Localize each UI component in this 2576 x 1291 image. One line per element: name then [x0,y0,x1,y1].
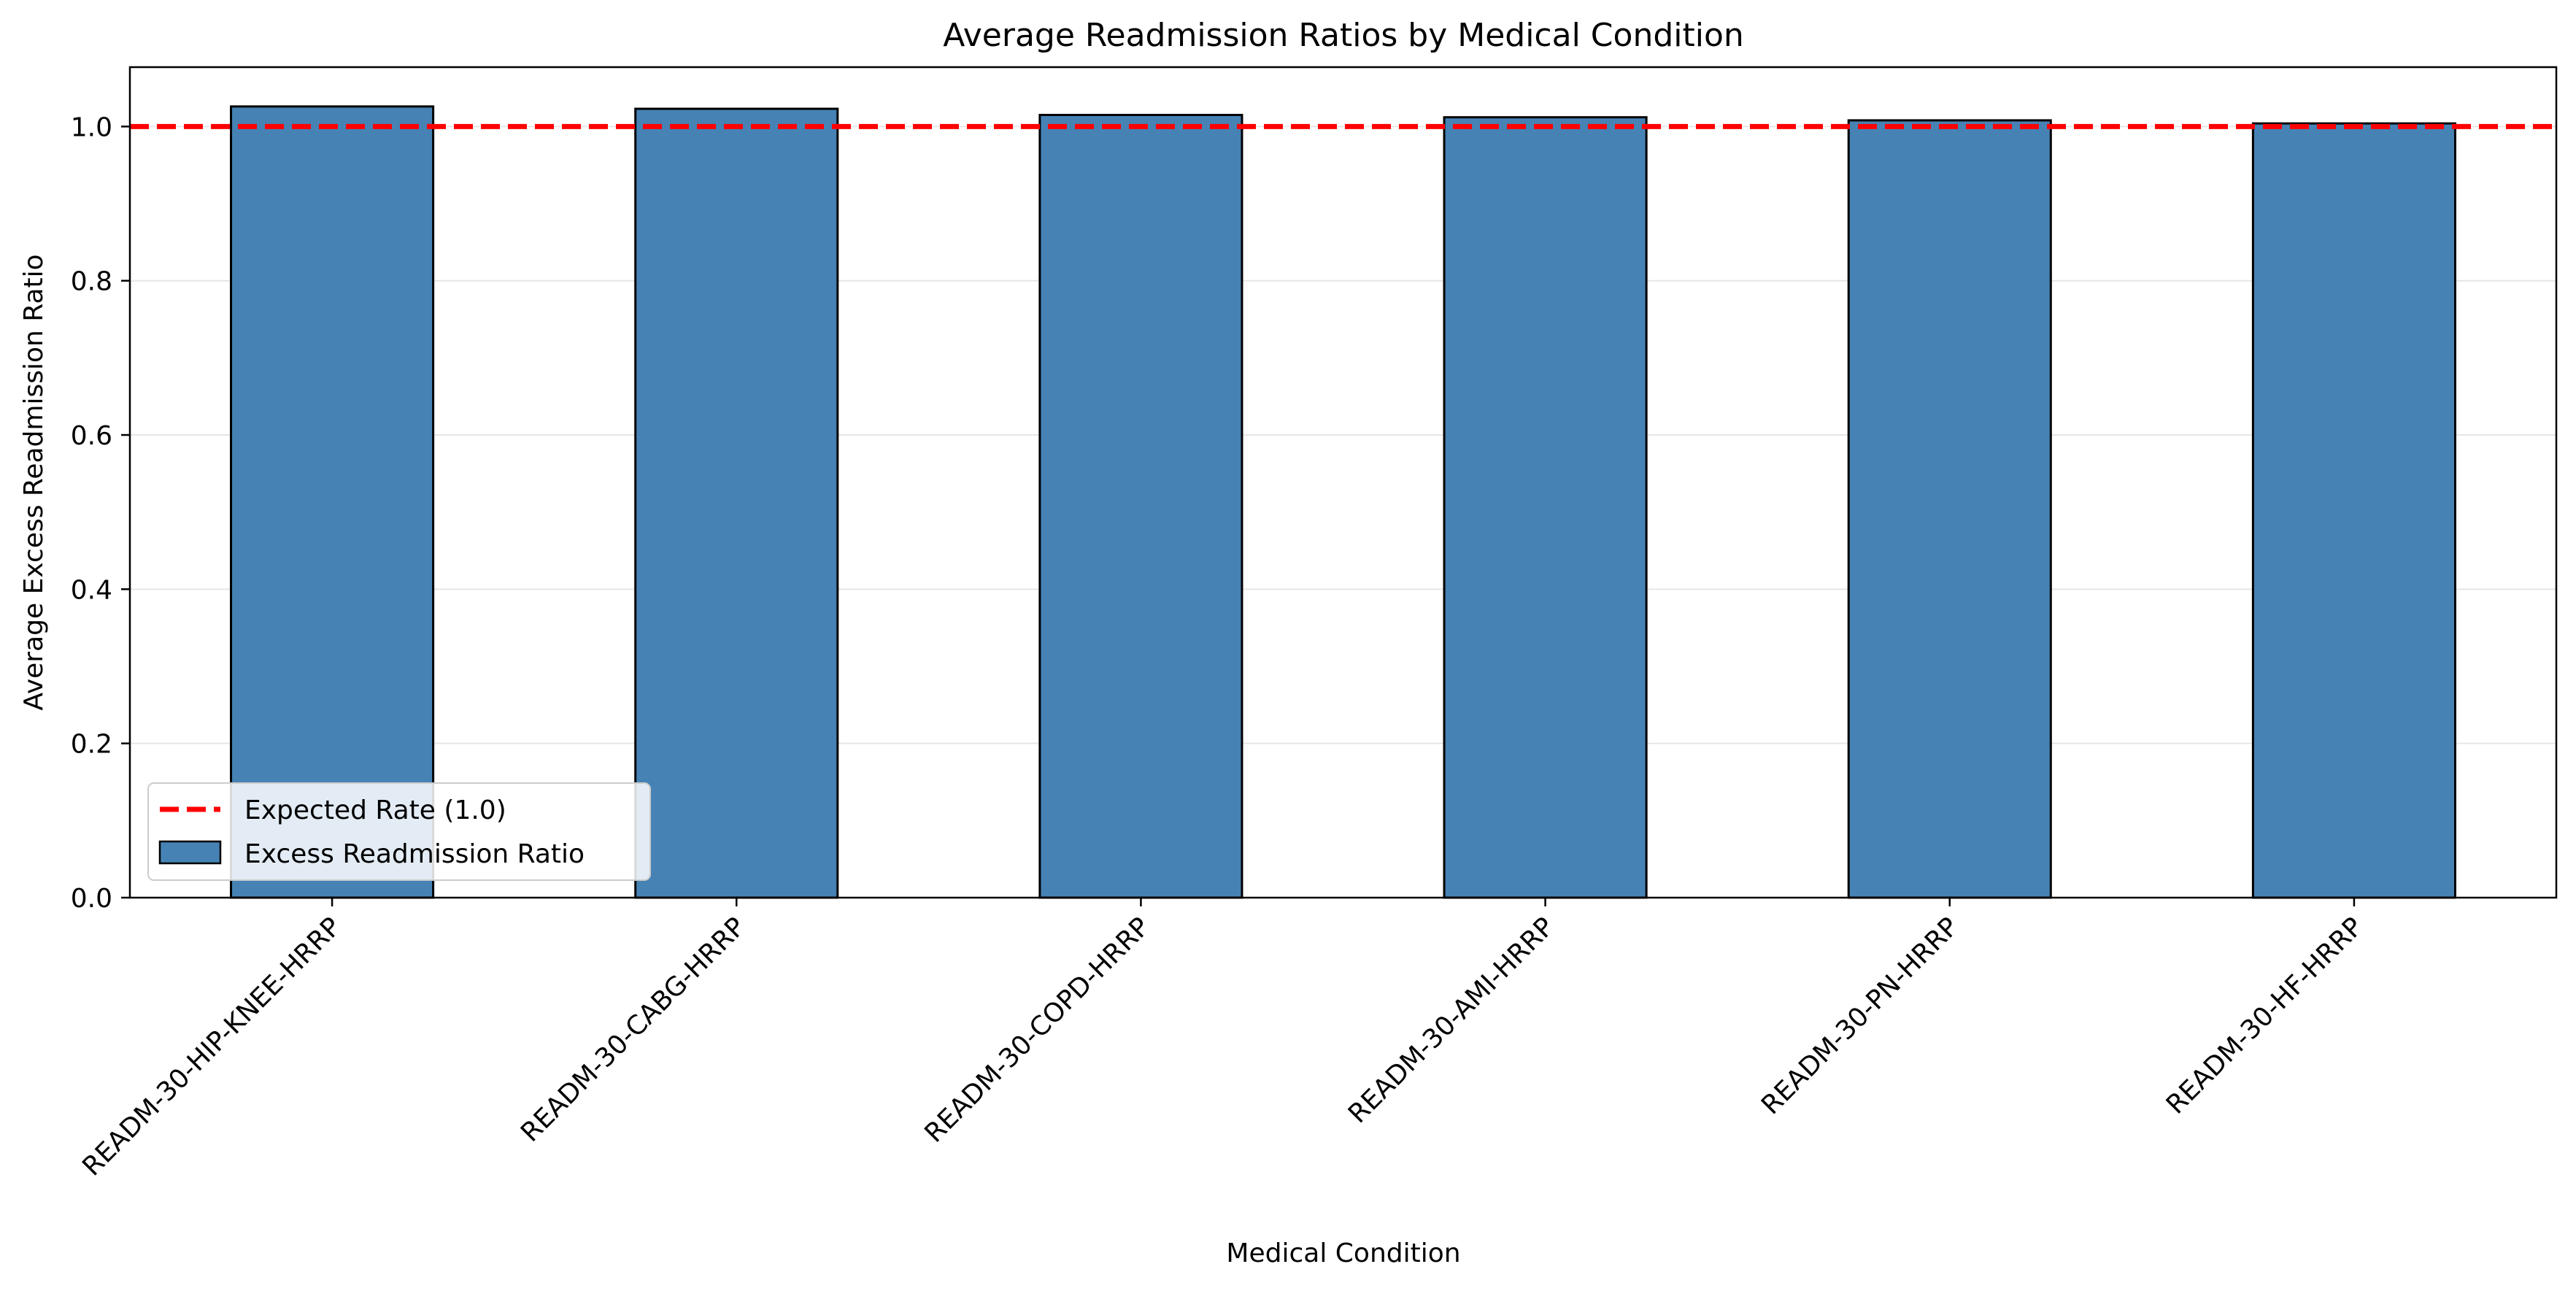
y-tick-label: 1.0 [71,112,112,142]
x-axis-label: Medical Condition [1226,1238,1460,1268]
legend: Expected Rate (1.0) Excess Readmission R… [147,782,651,881]
chart-title: Average Readmission Ratios by Medical Co… [943,17,1744,54]
bar-readm-30-hf-hrrp [2251,122,2456,899]
y-tick-label: 0.2 [71,730,112,760]
y-tick-label: 0.0 [71,884,112,914]
y-axis: 0.0 0.2 0.4 0.6 0.8 1.0 [71,112,130,914]
y-tick-label: 0.4 [71,575,112,605]
y-axis-label: Average Excess Readmission Ratio [19,254,49,710]
bar-readm-30-hip-knee-hrrp [230,105,435,899]
bar-readm-30-pn-hrrp [1847,119,2052,899]
bars [230,105,2456,899]
legend-swatch-excess-ratio [158,840,222,865]
legend-label-excess-ratio: Excess Readmission Ratio [244,839,585,869]
y-tick-label: 0.8 [71,267,112,297]
y-tick-label: 0.6 [71,421,112,451]
legend-frame [147,782,651,881]
bar-readm-30-ami-hrrp [1443,116,1648,899]
bar-readm-30-copd-hrrp [1038,114,1243,899]
plot-area-frame [128,66,2558,899]
legend-label-expected-rate: Expected Rate (1.0) [244,795,506,825]
bar-readm-30-cabg-hrrp [634,107,839,899]
